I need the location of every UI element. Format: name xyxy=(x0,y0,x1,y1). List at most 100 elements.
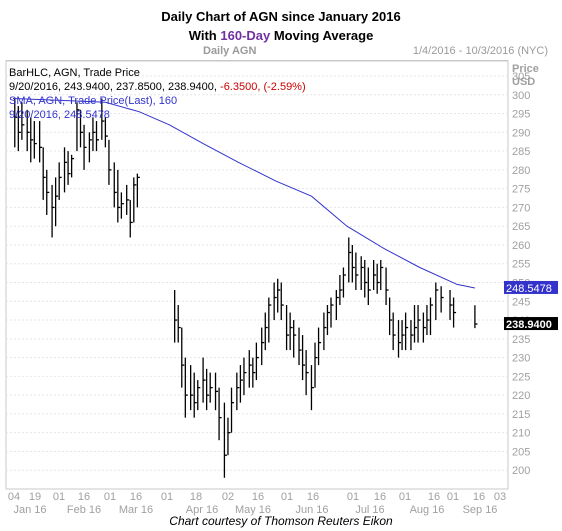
price-bar xyxy=(21,102,25,140)
legend-series-values: 9/20/2016, 243.9400, 237.8500, 238.9400,… xyxy=(9,81,306,93)
price-bar xyxy=(209,372,213,403)
price-axis-label: Price xyxy=(512,63,539,75)
price-bar xyxy=(440,286,444,313)
price-bar xyxy=(193,372,197,418)
price-bar xyxy=(285,305,290,351)
chart-caption: Chart courtesy of Thomson Reuters Eikon xyxy=(169,514,393,528)
legend-change: -6.3500, (-2.59%) xyxy=(220,81,306,93)
price-bar xyxy=(326,305,330,336)
x-tick-label: 16 xyxy=(130,491,142,503)
y-tick-label: 230 xyxy=(512,353,530,365)
price-bar xyxy=(385,267,389,306)
x-tick-label: 16 xyxy=(473,491,485,503)
price-bar xyxy=(355,252,359,291)
price-bar xyxy=(364,259,368,298)
price-bar xyxy=(230,387,235,433)
x-month-label: Jun 16 xyxy=(295,504,328,516)
y-tick-label: 300 xyxy=(512,90,530,102)
price-bar xyxy=(223,402,227,478)
price-bar xyxy=(401,320,405,351)
price-bar xyxy=(214,372,219,411)
price-bar xyxy=(88,132,92,163)
price-bar xyxy=(429,297,433,336)
x-tick-label: 01 xyxy=(347,491,359,503)
x-tick-label: 01 xyxy=(447,491,459,503)
price-bar xyxy=(298,327,302,366)
price-bar xyxy=(335,290,339,321)
price-bar xyxy=(51,184,55,238)
price-bar xyxy=(474,305,478,329)
price-bar xyxy=(435,282,439,321)
price-bar xyxy=(314,342,318,388)
sma-value-tag: 248.5478 xyxy=(504,280,558,295)
price-bar xyxy=(104,117,108,148)
price-bar xyxy=(83,124,87,170)
price-bar xyxy=(92,117,96,152)
x-axis: 04 19 01 16 01 16 01 18 02 16 01 16 01 16 01 16 01 16 03 Ja… xyxy=(8,491,506,516)
price-bar xyxy=(38,121,43,163)
legend-ohlc: 9/20/2016, 243.9400, 237.8500, 238.9400, xyxy=(9,81,220,93)
y-tick-label: 305 xyxy=(512,71,530,83)
price-bar xyxy=(113,162,117,208)
price-bar xyxy=(14,98,18,148)
price-bar xyxy=(255,342,259,381)
price-bar xyxy=(310,365,314,411)
y-tick-label: 280 xyxy=(512,165,530,177)
price-bar xyxy=(184,357,188,418)
y-tick-label: 290 xyxy=(512,127,530,139)
y-tick-label: 245 xyxy=(512,296,530,308)
x-tick-label: 01 xyxy=(399,491,411,503)
price-bar xyxy=(117,169,121,223)
price-bar xyxy=(239,365,243,403)
title-suffix: Moving Average xyxy=(270,28,374,43)
price-bar xyxy=(79,109,84,148)
panel-instrument: Daily AGN xyxy=(203,45,257,57)
x-tick-label: 19 xyxy=(29,491,41,503)
price-bar xyxy=(380,259,384,291)
price-bars xyxy=(14,98,478,478)
x-month-label: Jan 16 xyxy=(13,504,46,516)
y-tick-label: 200 xyxy=(512,465,530,477)
x-month-label: Feb 16 xyxy=(67,504,101,516)
x-month-label: Sep 16 xyxy=(463,504,498,516)
y-tick-label: 285 xyxy=(512,146,530,158)
price-bar xyxy=(181,327,185,388)
price-bar xyxy=(410,320,414,351)
price-bar xyxy=(301,335,306,381)
x-tick-label: 01 xyxy=(281,491,293,503)
price-bar xyxy=(136,173,140,208)
x-tick-label: 02 xyxy=(222,491,234,503)
x-month-label: Apr 16 xyxy=(186,504,218,516)
y-tick-label: 270 xyxy=(512,202,530,214)
price-bar xyxy=(177,305,181,343)
price-bar xyxy=(280,282,284,321)
price-bar xyxy=(252,357,256,388)
title-prefix: With xyxy=(188,28,221,43)
price-bar xyxy=(95,121,99,152)
panel-header: Daily AGN 1/4/2016 - 10/3/2016 (NYC) xyxy=(0,44,562,60)
price-bar xyxy=(133,177,137,223)
price-bar xyxy=(348,237,352,283)
price-bar xyxy=(417,305,421,343)
price-bar xyxy=(426,305,430,336)
y-tick-label: 220 xyxy=(512,390,530,402)
price-bar xyxy=(277,278,281,313)
x-tick-label: 03 xyxy=(494,491,506,503)
price-bar xyxy=(205,368,210,411)
price-bar xyxy=(26,109,30,152)
price-bar xyxy=(174,290,178,343)
price-bar xyxy=(108,139,112,185)
price-bar xyxy=(293,320,297,358)
price-bar xyxy=(17,106,21,152)
y-tick-label: 260 xyxy=(512,240,530,252)
price-bar xyxy=(452,297,457,328)
price-bar xyxy=(351,244,355,283)
price-bar xyxy=(126,184,130,215)
price-bar xyxy=(268,297,272,343)
price-bar xyxy=(54,177,59,227)
price-bar xyxy=(58,162,62,200)
x-tick-label: 16 xyxy=(428,491,440,503)
price-bar xyxy=(120,192,124,219)
plot-area xyxy=(5,60,509,490)
